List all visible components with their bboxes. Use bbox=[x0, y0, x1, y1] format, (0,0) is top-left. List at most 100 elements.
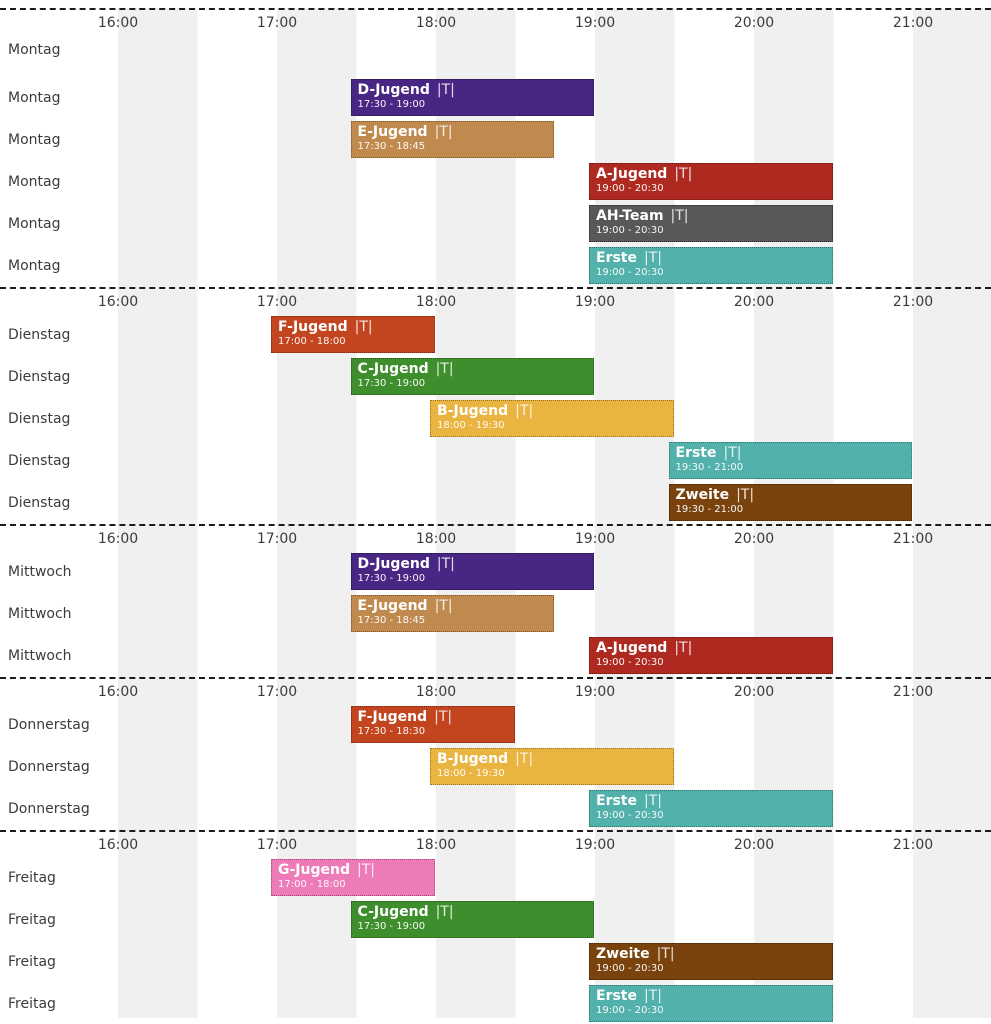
event-title: A-Jugend |T| bbox=[596, 640, 828, 657]
day-label: Dienstag bbox=[8, 453, 71, 469]
event-time-range: 19:00 - 20:30 bbox=[596, 183, 664, 194]
schedule-row: Freitag Erste |T| 19:00 - 20:30 bbox=[0, 983, 991, 1024]
day-sections: 16:00 17:00 18:00 19:00 20:00 21:00 Montag Mont… bbox=[0, 8, 991, 1024]
event-bar-g-jugend[interactable]: G-Jugend |T| 17:00 - 18:00 bbox=[271, 859, 435, 896]
event-time-range: 17:30 - 19:00 bbox=[357, 921, 426, 932]
event-name: Zweite bbox=[675, 487, 730, 503]
event-bar-d-jugend[interactable]: D-Jugend |T| 17:30 - 19:00 bbox=[350, 79, 594, 116]
time-axis-label: 16:00 bbox=[97, 684, 139, 700]
time-axis-label: 20:00 bbox=[733, 531, 775, 547]
event-time-range: 17:30 - 18:30 bbox=[357, 726, 426, 737]
event-tag: |T| bbox=[356, 862, 375, 878]
day-label: Mittwoch bbox=[8, 564, 72, 580]
event-bar-d-jugend[interactable]: D-Jugend |T| 17:30 - 19:00 bbox=[350, 553, 594, 590]
time-axis-label: 18:00 bbox=[415, 684, 457, 700]
event-title: F-Jugend |T| bbox=[358, 709, 510, 726]
time-axis-label: 17:00 bbox=[256, 837, 298, 853]
event-time-range: 19:00 - 20:30 bbox=[596, 225, 664, 236]
event-name: C-Jugend bbox=[357, 361, 429, 377]
event-title: F-Jugend |T| bbox=[278, 319, 430, 336]
event-tag: |T| bbox=[434, 598, 453, 614]
day-label: Montag bbox=[8, 174, 61, 190]
schedule-row: Dienstag F-Jugend |T| 17:00 - 18:00 bbox=[0, 314, 991, 356]
day-label: Dienstag bbox=[8, 495, 71, 511]
event-name: A-Jugend bbox=[596, 640, 668, 656]
event-tag: |T| bbox=[436, 82, 455, 98]
schedule-row: Montag E-Jugend |T| 17:30 - 18:45 bbox=[0, 119, 991, 161]
event-tag: |T| bbox=[434, 124, 453, 140]
time-axis-label: 20:00 bbox=[733, 15, 775, 31]
time-axis-label: 21:00 bbox=[892, 294, 934, 310]
event-bar-ah-team[interactable]: AH-Team |T| 19:00 - 20:30 bbox=[589, 205, 833, 242]
schedule-row: Montag D-Jugend |T| 17:30 - 19:00 bbox=[0, 77, 991, 119]
event-bar-e-jugend[interactable]: E-Jugend |T| 17:30 - 18:45 bbox=[350, 121, 555, 158]
schedule-row: Donnerstag F-Jugend |T| 17:30 - 18:30 bbox=[0, 704, 991, 746]
day-label: Mittwoch bbox=[8, 648, 72, 664]
event-bar-a-jugend[interactable]: A-Jugend |T| 19:00 - 20:30 bbox=[589, 637, 833, 674]
event-title: C-Jugend |T| bbox=[358, 361, 590, 378]
event-tag: |T| bbox=[354, 319, 373, 335]
event-time-range: 19:30 - 21:00 bbox=[675, 462, 744, 473]
event-title: Erste |T| bbox=[596, 988, 828, 1005]
event-tag: |T| bbox=[515, 751, 534, 767]
event-bar-f-jugend[interactable]: F-Jugend |T| 17:00 - 18:00 bbox=[271, 316, 435, 353]
event-bar-erste[interactable]: Erste |T| 19:30 - 21:00 bbox=[668, 442, 912, 479]
day-label: Dienstag bbox=[8, 369, 71, 385]
time-axis-label: 21:00 bbox=[892, 531, 934, 547]
event-bar-b-jugend[interactable]: B-Jugend |T| 18:00 - 19:30 bbox=[430, 748, 674, 785]
time-axis: 16:00 17:00 18:00 19:00 20:00 21:00 bbox=[0, 526, 991, 551]
time-axis-label: 19:00 bbox=[574, 837, 616, 853]
schedule-row: Dienstag Zweite |T| 19:30 - 21:00 bbox=[0, 482, 991, 524]
event-title: E-Jugend |T| bbox=[358, 124, 550, 141]
day-label: Freitag bbox=[8, 996, 56, 1012]
schedule-row: Freitag C-Jugend |T| 17:30 - 19:00 bbox=[0, 899, 991, 941]
event-title: Zweite |T| bbox=[676, 487, 908, 504]
event-bar-a-jugend[interactable]: A-Jugend |T| 19:00 - 20:30 bbox=[589, 163, 833, 200]
event-time-range: 19:00 - 20:30 bbox=[596, 1005, 664, 1016]
event-title: G-Jugend |T| bbox=[278, 862, 430, 879]
event-time-range: 19:00 - 20:30 bbox=[596, 963, 664, 974]
event-name: AH-Team bbox=[596, 208, 664, 224]
event-time-range: 17:30 - 19:00 bbox=[357, 99, 426, 110]
event-tag: |T| bbox=[515, 403, 534, 419]
event-name: B-Jugend bbox=[437, 403, 509, 419]
event-title: B-Jugend |T| bbox=[437, 751, 669, 768]
event-bar-erste[interactable]: Erste |T| 19:00 - 20:30 bbox=[589, 790, 833, 827]
day-label: Freitag bbox=[8, 954, 56, 970]
time-axis-label: 21:00 bbox=[892, 837, 934, 853]
schedule-row: Freitag G-Jugend |T| 17:00 - 18:00 bbox=[0, 857, 991, 899]
day-section-dienstag: 16:00 17:00 18:00 19:00 20:00 21:00 Dienstag F-… bbox=[0, 287, 991, 524]
day-label: Freitag bbox=[8, 870, 56, 886]
event-bar-f-jugend[interactable]: F-Jugend |T| 17:30 - 18:30 bbox=[350, 706, 515, 743]
event-bar-e-jugend[interactable]: E-Jugend |T| 17:30 - 18:45 bbox=[350, 595, 555, 632]
day-section-freitag: 16:00 17:00 18:00 19:00 20:00 21:00 Freitag G-J… bbox=[0, 830, 991, 1024]
event-title: AH-Team |T| bbox=[596, 208, 828, 225]
event-bar-erste[interactable]: Erste |T| 19:00 - 20:30 bbox=[589, 985, 833, 1022]
time-axis-label: 20:00 bbox=[733, 684, 775, 700]
event-name: Zweite bbox=[596, 946, 650, 962]
event-tag: |T| bbox=[436, 556, 455, 572]
event-time-range: 17:30 - 19:00 bbox=[357, 573, 426, 584]
schedule-row: Dienstag C-Jugend |T| 17:30 - 19:00 bbox=[0, 356, 991, 398]
schedule-row: Montag AH-Team |T| 19:00 - 20:30 bbox=[0, 203, 991, 245]
schedule-row: Dienstag B-Jugend |T| 18:00 - 19:30 bbox=[0, 398, 991, 440]
event-bar-zweite[interactable]: Zweite |T| 19:30 - 21:00 bbox=[668, 484, 912, 521]
event-time-range: 17:30 - 19:00 bbox=[357, 378, 426, 389]
event-bar-zweite[interactable]: Zweite |T| 19:00 - 20:30 bbox=[589, 943, 833, 980]
schedule-row: Donnerstag Erste |T| 19:00 - 20:30 bbox=[0, 788, 991, 830]
day-label: Montag bbox=[8, 132, 61, 148]
event-time-range: 18:00 - 19:30 bbox=[437, 420, 505, 431]
event-bar-erste[interactable]: Erste |T| 19:00 - 20:30 bbox=[589, 247, 833, 284]
event-time-range: 19:00 - 20:30 bbox=[596, 657, 664, 668]
event-name: F-Jugend bbox=[278, 319, 348, 335]
event-title: Zweite |T| bbox=[596, 946, 828, 963]
time-axis-label: 19:00 bbox=[574, 294, 616, 310]
time-axis-label: 16:00 bbox=[97, 294, 139, 310]
event-name: Erste bbox=[596, 250, 637, 266]
event-bar-c-jugend[interactable]: C-Jugend |T| 17:30 - 19:00 bbox=[350, 901, 594, 938]
day-label: Donnerstag bbox=[8, 801, 90, 817]
day-label: Freitag bbox=[8, 912, 56, 928]
event-bar-b-jugend[interactable]: B-Jugend |T| 18:00 - 19:30 bbox=[430, 400, 674, 437]
time-axis-label: 18:00 bbox=[415, 294, 457, 310]
event-bar-c-jugend[interactable]: C-Jugend |T| 17:30 - 19:00 bbox=[350, 358, 594, 395]
